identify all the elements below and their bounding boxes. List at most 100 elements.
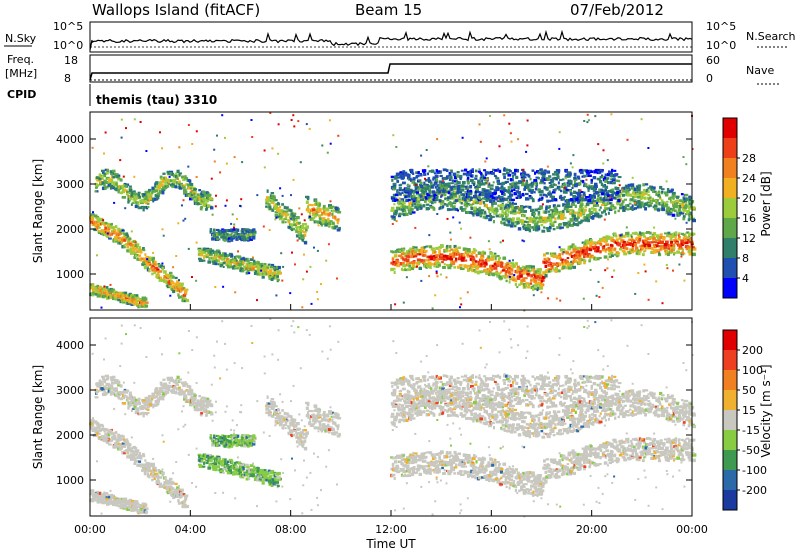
- power-cell: [322, 204, 326, 209]
- power-cell: [504, 272, 508, 276]
- power-cell: [144, 297, 148, 301]
- power-cell: [110, 175, 113, 179]
- power-cell: [179, 289, 183, 293]
- power-cell: [666, 207, 669, 211]
- power-cell: [634, 191, 639, 194]
- power-cell: [234, 262, 237, 265]
- power-cell: [193, 190, 197, 193]
- power-cell: [636, 240, 641, 244]
- power-cell: [224, 256, 229, 259]
- power-cell: [673, 202, 677, 206]
- power-cell: [417, 171, 420, 175]
- power-cell: [560, 214, 564, 218]
- power-cell: [159, 276, 163, 280]
- power-cell: [613, 181, 616, 184]
- power-cell: [177, 288, 181, 291]
- power-cell: [392, 134, 395, 137]
- power-cell: [638, 186, 641, 191]
- power-cell: [265, 201, 269, 205]
- power-cell: [127, 201, 130, 204]
- power-cell: [523, 214, 526, 218]
- power-cell: [518, 180, 522, 183]
- power-cell: [688, 252, 692, 256]
- power-cell: [655, 249, 659, 252]
- power-cell: [302, 234, 305, 237]
- power-cell: [457, 209, 459, 212]
- power-cell: [444, 191, 449, 194]
- power-cell: [582, 169, 586, 172]
- power-cell: [415, 176, 419, 179]
- power-cell: [234, 258, 237, 261]
- power-cell: [538, 284, 541, 288]
- power-cell: [284, 217, 287, 221]
- power-cell: [409, 247, 412, 251]
- power-cell: [431, 190, 436, 194]
- power-cell: [560, 226, 564, 229]
- power-cell: [401, 261, 405, 265]
- power-cell: [551, 215, 555, 219]
- power-cell: [126, 301, 131, 305]
- power-cell: [505, 270, 509, 273]
- power-cell: [438, 263, 441, 267]
- power-cell: [574, 256, 579, 260]
- power-cell: [464, 191, 468, 194]
- power-cell: [291, 217, 294, 221]
- power-cell: [144, 304, 149, 308]
- power-cell: [478, 196, 481, 200]
- power-cell: [424, 177, 426, 180]
- power-cell: [549, 208, 553, 212]
- nave-tick-top: 60: [706, 54, 720, 67]
- power-cell: [195, 279, 198, 282]
- power-cell: [484, 181, 488, 185]
- power-cell: [440, 185, 445, 190]
- power-cell: [663, 246, 668, 249]
- power-cell: [671, 195, 676, 198]
- power-cell: [623, 198, 627, 201]
- power-cell: [112, 296, 116, 301]
- power-cell: [530, 181, 535, 185]
- power-cell: [555, 172, 560, 176]
- power-cell: [441, 205, 445, 209]
- power-cell: [233, 223, 236, 226]
- power-cell: [434, 185, 437, 189]
- power-cell: [530, 279, 533, 282]
- power-cell: [219, 230, 222, 234]
- power-cell: [501, 200, 505, 203]
- power-cell: [610, 246, 614, 250]
- power-cell: [258, 268, 263, 271]
- power-cell: [178, 174, 181, 177]
- power-cell: [670, 188, 674, 192]
- power-cell: [164, 187, 167, 190]
- power-cell: [661, 302, 664, 305]
- power-cell: [216, 254, 220, 258]
- power-cell: [468, 264, 472, 268]
- power-cell: [93, 287, 98, 290]
- power-cell: [131, 299, 134, 303]
- power-cell: [665, 249, 669, 253]
- power-cell: [521, 205, 524, 210]
- power-cell: [408, 204, 411, 208]
- power-cell: [462, 209, 466, 212]
- power-cell: [198, 258, 201, 262]
- power-cell: [423, 186, 427, 190]
- power-cell: [546, 218, 550, 222]
- power-cell: [611, 207, 616, 210]
- power-cell: [556, 226, 560, 230]
- power-cell: [642, 188, 646, 192]
- power-cell: [293, 125, 296, 128]
- power-cell: [608, 248, 612, 251]
- power-cell: [485, 204, 488, 209]
- power-cell: [297, 221, 301, 225]
- power-cell: [453, 252, 457, 256]
- power-cell: [125, 189, 128, 193]
- power-cell: [435, 178, 438, 182]
- power-cell: [599, 250, 602, 254]
- power-cell: [395, 146, 398, 148]
- power-cell: [533, 213, 536, 216]
- power-cell: [401, 203, 405, 207]
- power-cell: [483, 176, 487, 179]
- power-cell: [534, 187, 538, 191]
- power-cell: [271, 199, 275, 203]
- power-cell: [320, 222, 323, 225]
- power-cell: [613, 174, 616, 177]
